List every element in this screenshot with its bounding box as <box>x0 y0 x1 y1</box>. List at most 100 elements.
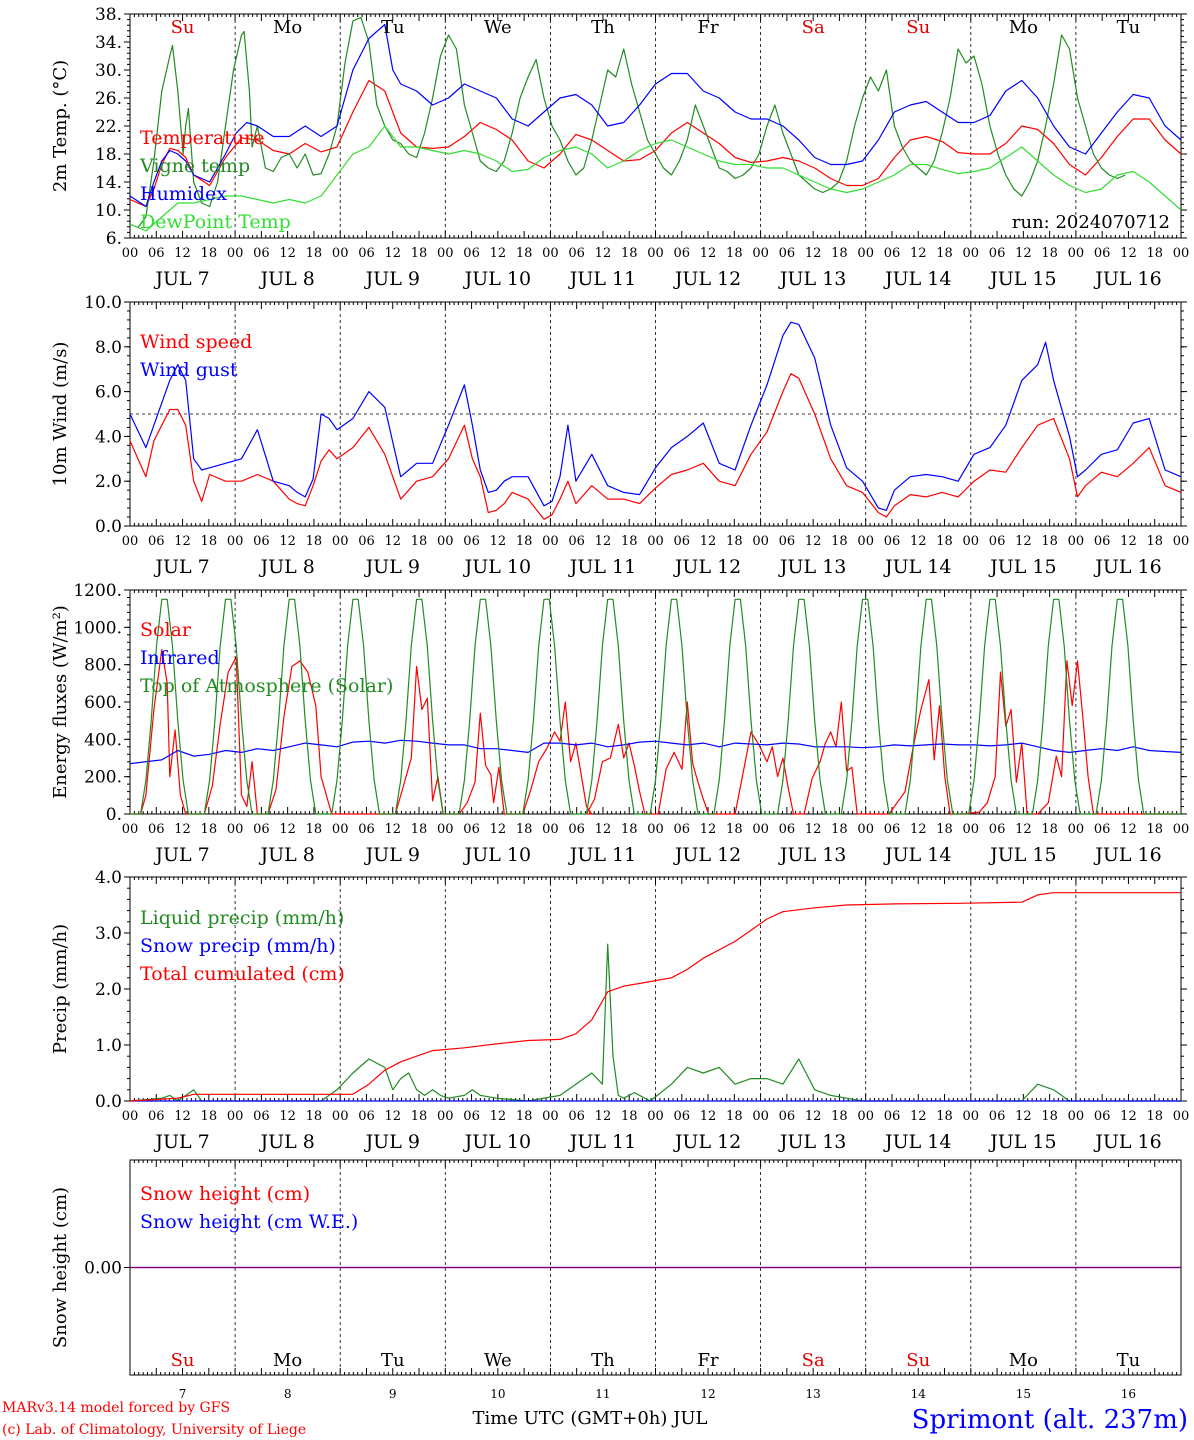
hour-label: 12 <box>595 1109 612 1124</box>
hour-label: 12 <box>805 534 822 549</box>
hour-label: 12 <box>595 534 612 549</box>
series-line-1 <box>129 943 1181 1102</box>
hour-label: 00 <box>752 246 769 261</box>
date-label: JUL 11 <box>568 844 636 866</box>
date-label: JUL 14 <box>883 268 951 290</box>
legend-entry: Humidex <box>140 183 227 205</box>
day-number-label: 13 <box>806 1387 821 1401</box>
date-label: JUL 15 <box>988 1131 1056 1153</box>
hour-label: 06 <box>148 822 165 837</box>
hour-label: 18 <box>621 246 638 261</box>
hour-label: 06 <box>989 534 1006 549</box>
hour-label: 00 <box>1068 246 1085 261</box>
legend-entry: Temperature <box>140 127 264 149</box>
hour-label: 12 <box>174 246 191 261</box>
y-tick-label: 2.0 <box>95 472 122 492</box>
hour-label: 06 <box>779 1109 796 1124</box>
legend-entry: Snow precip (mm/h) <box>140 935 336 957</box>
y-tick-label: 0. <box>106 805 122 825</box>
date-label: JUL 10 <box>463 268 531 290</box>
date-label: JUL 13 <box>778 556 846 578</box>
hour-label: 18 <box>621 822 638 837</box>
day-number-label: 11 <box>595 1387 610 1401</box>
hour-label: 00 <box>1173 534 1190 549</box>
date-label: JUL 8 <box>258 1131 314 1153</box>
hour-label: 00 <box>1068 822 1085 837</box>
panels: 6. 10. 14. 18. 22. 26. 30. 34. 38. 2m Temp. (°C) T… <box>50 5 1189 1401</box>
date-label: JUL 15 <box>988 844 1056 866</box>
hour-label: 00 <box>542 246 559 261</box>
legend-entry: Infrared <box>140 647 220 669</box>
hour-label: 00 <box>857 246 874 261</box>
hour-label: 12 <box>700 822 717 837</box>
date-label: JUL 7 <box>153 556 209 578</box>
hour-label: 18 <box>306 534 323 549</box>
hour-label: 00 <box>332 822 349 837</box>
hour-label: 06 <box>358 246 375 261</box>
hour-label: 06 <box>1094 1109 1111 1124</box>
hour-label: 06 <box>253 246 270 261</box>
hour-label: 06 <box>1094 534 1111 549</box>
series-line-2 <box>129 321 1182 511</box>
hour-label: 00 <box>963 1109 980 1124</box>
y-tick-label: 22. <box>95 117 122 137</box>
hour-label: 00 <box>542 534 559 549</box>
legend-entry: Top of Atmosphere (Solar) <box>140 675 393 697</box>
hour-label: 18 <box>831 534 848 549</box>
series-line-1 <box>129 79 1182 208</box>
date-label: JUL 8 <box>258 556 314 578</box>
weekday-label: Th <box>591 17 615 38</box>
hour-label: 12 <box>1015 822 1032 837</box>
date-label: JUL 12 <box>673 556 741 578</box>
hour-label: 00 <box>332 1109 349 1124</box>
hour-label: 06 <box>779 534 796 549</box>
legend-entry: Liquid precip (mm/h) <box>140 907 344 929</box>
hour-label: 00 <box>1173 1109 1190 1124</box>
y-tick-label: 4.0 <box>95 868 122 888</box>
x-axis-title: Time UTC (GMT+0h) JUL <box>473 1408 708 1429</box>
y-tick-label: 0.0 <box>95 517 122 537</box>
series-line-3 <box>129 892 1181 1102</box>
date-label: JUL 9 <box>364 1131 420 1153</box>
y-tick-label: 4.0 <box>95 427 122 447</box>
hour-label: 18 <box>516 246 533 261</box>
weekday-label: Tu <box>1117 17 1141 38</box>
hour-label: 06 <box>253 822 270 837</box>
date-label: JUL 14 <box>883 1131 951 1153</box>
hour-label: 12 <box>910 1109 927 1124</box>
hour-label: 00 <box>857 1109 874 1124</box>
panel-4: 0.0 1.0 2.0 3.0 4.0 Precip (mm/h) Liquid preci… <box>50 868 1189 1153</box>
hour-label: 12 <box>1120 822 1137 837</box>
weekday-label: Fr <box>698 1350 719 1371</box>
day-number-label: 7 <box>179 1387 187 1401</box>
y-tick-label: 8.0 <box>95 338 122 358</box>
run-annotation: run: 2024070712 <box>1012 212 1170 233</box>
hour-label: 18 <box>516 1109 533 1124</box>
y-tick-label: 1000. <box>73 618 122 638</box>
hour-label: 12 <box>279 822 296 837</box>
hour-label: 00 <box>857 534 874 549</box>
hour-label: 12 <box>490 534 507 549</box>
series-line-1 <box>130 649 1181 815</box>
hour-label: 12 <box>384 246 401 261</box>
hour-label: 06 <box>148 1109 165 1124</box>
weekday-label: Su <box>906 17 930 38</box>
legend-entry: Snow height (cm W.E.) <box>140 1211 358 1233</box>
hour-label: 12 <box>279 1109 296 1124</box>
hour-label: 12 <box>279 246 296 261</box>
hour-label: 12 <box>279 534 296 549</box>
hour-label: 12 <box>174 822 191 837</box>
date-label: JUL 14 <box>883 844 951 866</box>
hour-label: 00 <box>227 1109 244 1124</box>
hour-label: 06 <box>884 534 901 549</box>
date-label: JUL 11 <box>568 1131 636 1153</box>
hour-label: 18 <box>516 822 533 837</box>
weekday-label: Th <box>591 1350 615 1371</box>
date-label: JUL 9 <box>364 268 420 290</box>
hour-label: 00 <box>437 246 454 261</box>
hour-label: 12 <box>174 1109 191 1124</box>
hour-label: 00 <box>647 1109 664 1124</box>
hour-label: 00 <box>227 246 244 261</box>
hour-label: 12 <box>910 822 927 837</box>
day-number-label: 9 <box>389 1387 397 1401</box>
